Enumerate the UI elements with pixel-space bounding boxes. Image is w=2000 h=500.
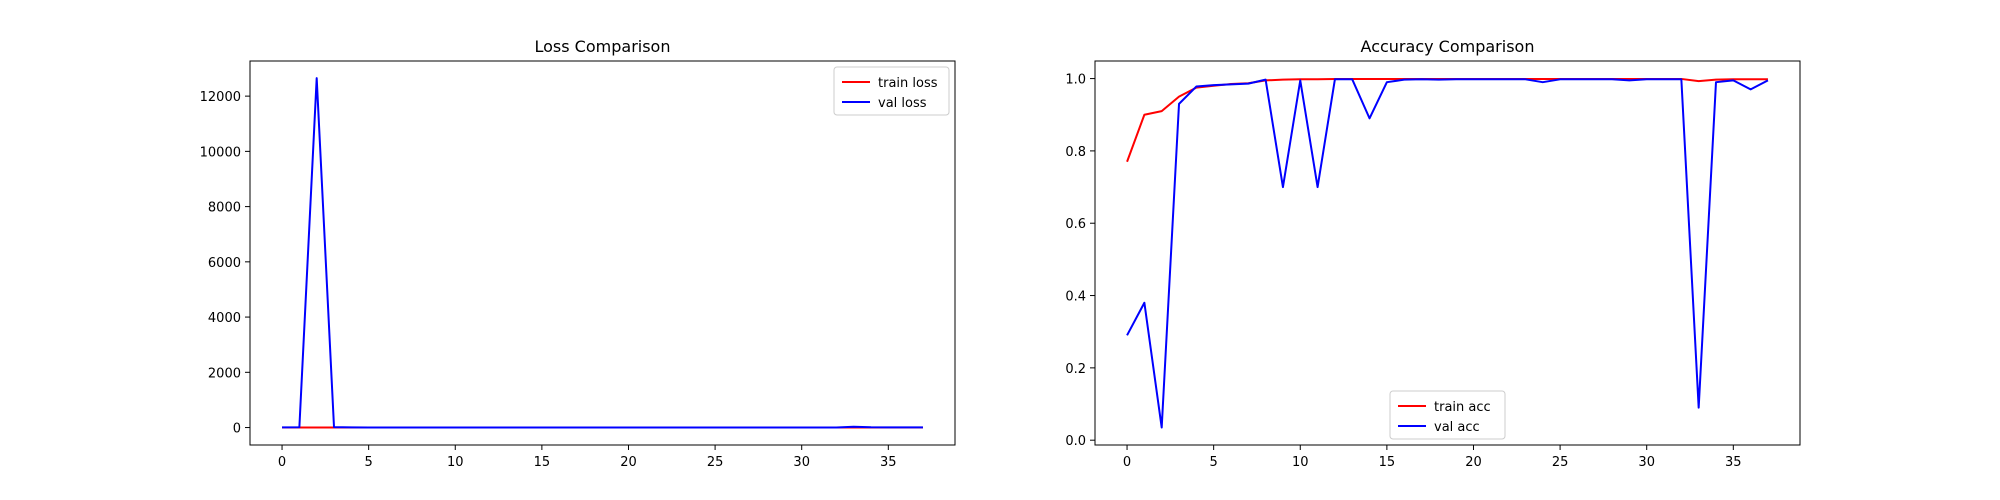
loss-chart-title: Loss Comparison	[535, 37, 671, 56]
loss-y-tick-label: 12000	[200, 90, 241, 105]
loss-x-tick-label: 0	[278, 455, 286, 470]
accuracy-x-tick-label: 5	[1210, 455, 1218, 470]
loss-x-tick-label: 15	[534, 455, 551, 470]
accuracy-x-tick-label: 15	[1379, 455, 1396, 470]
legend-label-train-acc: train acc	[1434, 400, 1491, 415]
accuracy-x-tick-label: 0	[1123, 455, 1131, 470]
accuracy-x-tick-label: 35	[1725, 455, 1742, 470]
accuracy-x-tick-label: 20	[1465, 455, 1482, 470]
accuracy-y-tick-label: 0.2	[1065, 362, 1086, 377]
accuracy-plot-area: 0 5 10 15 20 25 30 35 0.0 0.2 0.4 0.6 0.8 1.0	[1065, 60, 1801, 470]
loss-chart: Loss Comparison 0 5 10 15 20 25 30 35 0 2000 4000 6…	[200, 37, 956, 470]
accuracy-series-val-acc	[1126, 78, 1769, 429]
loss-x-tick-label: 30	[793, 455, 810, 470]
loss-y-tick-label: 10000	[200, 145, 241, 160]
legend-label-val-loss: val loss	[878, 96, 927, 111]
accuracy-y-tick-label: 0.6	[1065, 217, 1086, 232]
accuracy-y-tick-label: 0.0	[1065, 434, 1086, 449]
loss-x-tick-label: 35	[880, 455, 897, 470]
accuracy-axes-frame	[1094, 60, 1801, 446]
loss-axes-frame	[249, 60, 956, 446]
accuracy-chart-title: Accuracy Comparison	[1361, 37, 1535, 56]
loss-y-tick-label: 6000	[208, 256, 241, 271]
accuracy-legend: train acc val acc	[1389, 390, 1506, 440]
accuracy-x-tick-label: 30	[1638, 455, 1655, 470]
accuracy-x-tick-label: 10	[1292, 455, 1309, 470]
legend-label-train-loss: train loss	[878, 76, 938, 91]
loss-y-tick-label: 2000	[208, 366, 241, 381]
legend-label-val-acc: val acc	[1434, 420, 1480, 435]
loss-y-tick-label: 4000	[208, 311, 241, 326]
loss-series-val-loss	[282, 77, 923, 429]
accuracy-y-tick-label: 1.0	[1065, 73, 1086, 88]
accuracy-x-tick-label: 25	[1552, 455, 1569, 470]
loss-x-tick-label: 5	[365, 455, 373, 470]
loss-legend: train loss val loss	[833, 66, 950, 116]
accuracy-chart: Accuracy Comparison 0 5 10 15 20 25 30 35 0.0 0.2…	[1065, 37, 1801, 470]
accuracy-y-tick-label: 0.8	[1065, 145, 1086, 160]
loss-plot-area: 0 5 10 15 20 25 30 35 0 2000 4000 6000 8000 10000 1200…	[200, 60, 956, 470]
loss-x-tick-label: 25	[707, 455, 724, 470]
loss-y-tick-label: 0	[233, 422, 241, 437]
loss-x-tick-label: 10	[447, 455, 464, 470]
accuracy-y-tick-label: 0.4	[1065, 290, 1086, 305]
loss-y-tick-label: 8000	[208, 201, 241, 216]
loss-x-tick-label: 20	[620, 455, 637, 470]
